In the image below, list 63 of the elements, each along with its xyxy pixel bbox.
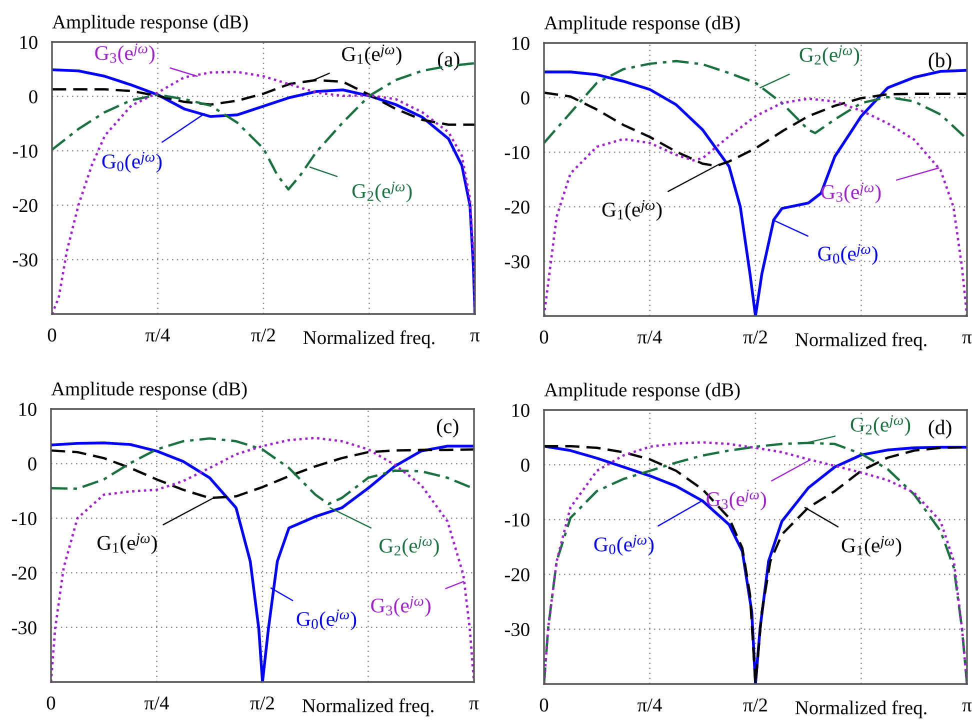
y-tick-label: 0 <box>28 457 36 471</box>
annotation: G$_{3}$(e$^{jω}$) <box>821 182 881 204</box>
y-tick-label: 10 <box>19 402 36 416</box>
annotation: (c) <box>436 418 458 438</box>
x-tick-label: π <box>469 700 479 710</box>
y-tick-label: -30 <box>12 253 38 267</box>
y-tick-label: 0 <box>521 91 530 105</box>
annotation: G$_{2}$(e$^{jω}$) <box>352 182 412 202</box>
x-tick-label: π <box>962 702 972 712</box>
annotation: G$_{3}$(e$^{jω}$) <box>371 596 430 617</box>
annotation: G$_{0}$(e$^{jω}$) <box>296 610 356 630</box>
annotation: G$_{1}$(e$^{jω}$) <box>342 44 402 66</box>
x-tick-label: π/4 <box>146 328 170 342</box>
annotation: (d) <box>928 420 952 439</box>
annotation: G$_{0}$(e$^{jω}$) <box>818 244 878 265</box>
y-tick-label: -10 <box>504 146 530 160</box>
y-axis-title: Amplitude response (dB) <box>544 382 740 400</box>
y-tick-label: 0 <box>521 458 530 472</box>
x-tick-label: π/2 <box>251 328 275 342</box>
annotation: G$_{0}$(e$^{jω}$) <box>102 152 162 173</box>
x-tick-label: π/4 <box>638 698 662 712</box>
x-tick-label: π/2 <box>743 698 767 712</box>
y-tick-label: -20 <box>12 566 36 580</box>
y-tick-label: -20 <box>12 199 38 212</box>
annotation: G$_{0}$(e$^{jω}$) <box>594 534 654 556</box>
y-tick-label: 0 <box>29 90 38 104</box>
x-tick-label: π/4 <box>144 696 169 710</box>
y-tick-label: -20 <box>504 200 530 214</box>
x-tick-label: 0 <box>46 696 56 710</box>
y-axis-title: Amplitude response (dB) <box>51 382 247 400</box>
y-tick-label: -30 <box>504 623 530 636</box>
x-tick-label: π/2 <box>250 696 274 710</box>
x-tick-label: 0 <box>540 698 548 712</box>
x-axis-title: Normalized freq. <box>795 700 926 718</box>
y-tick-label: -10 <box>12 512 36 526</box>
annotation: G$_{3}$(e$^{jω}$) <box>95 44 154 64</box>
y-tick-label: 10 <box>20 36 38 49</box>
x-tick-label: 0 <box>540 330 548 344</box>
annotation: (b) <box>928 52 952 72</box>
annotation: G$_{1}$(e$^{jω}$) <box>602 200 662 221</box>
x-tick-label: π <box>962 334 972 344</box>
y-tick-label: -10 <box>504 513 530 527</box>
x-axis-title: Normalized freq. <box>795 332 926 350</box>
y-tick-label: -30 <box>504 255 530 268</box>
annotation: G$_{1}$(e$^{jω}$) <box>842 536 902 557</box>
x-tick-label: π/2 <box>743 330 767 344</box>
annotation: G$_{3}$(e$^{jω}$) <box>706 490 766 510</box>
annotation: G$_{2}$(e$^{jω}$) <box>850 415 910 436</box>
y-axis-title: Amplitude response (dB) <box>52 14 248 32</box>
x-axis-title: Normalized freq. <box>302 698 434 716</box>
y-axis-title: Amplitude response (dB) <box>544 16 740 34</box>
x-tick-label: 0 <box>48 328 56 342</box>
x-tick-label: π/4 <box>638 330 662 344</box>
y-tick-label: 10 <box>512 404 530 417</box>
annotation: G$_{2}$(e$^{jω}$) <box>800 45 860 66</box>
y-tick-label: -20 <box>504 568 530 582</box>
annotation: G$_{1}$(e$^{jω}$) <box>98 533 157 554</box>
y-tick-label: 10 <box>512 36 530 50</box>
annotation: G$_{2}$(e$^{jω}$) <box>380 536 439 557</box>
x-axis-title: Normalized freq. <box>303 330 434 348</box>
y-tick-label: -30 <box>12 621 36 634</box>
y-tick-label: -10 <box>12 144 38 158</box>
x-tick-label: π <box>470 332 480 342</box>
